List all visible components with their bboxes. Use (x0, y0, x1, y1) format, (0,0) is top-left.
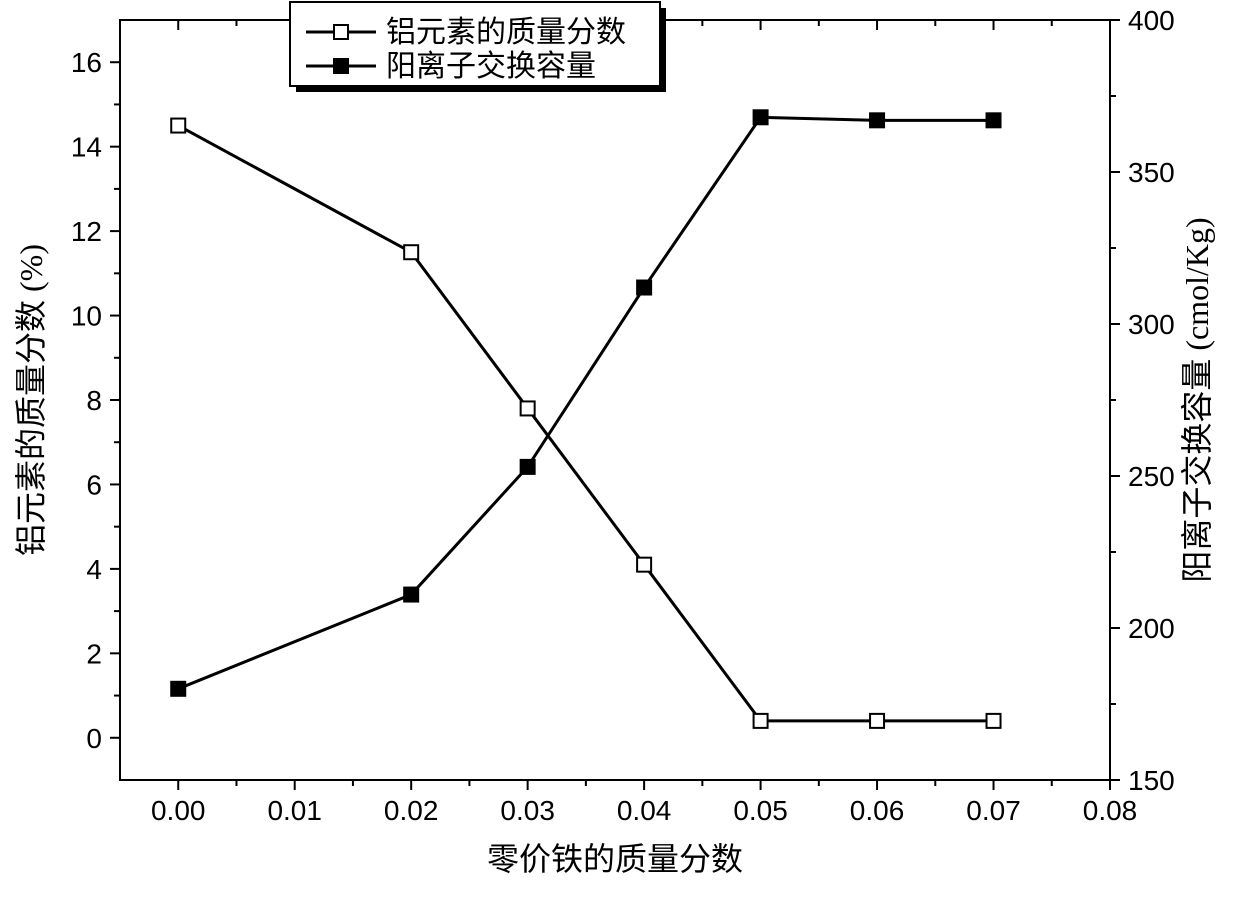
svg-text:零价铁的质量分数: 零价铁的质量分数 (487, 841, 743, 877)
svg-text:8: 8 (86, 385, 102, 416)
svg-text:4: 4 (86, 554, 102, 585)
svg-text:0.05: 0.05 (733, 795, 788, 826)
svg-text:铝元素的质量分数 (%): 铝元素的质量分数 (%) (13, 244, 49, 556)
svg-text:0.02: 0.02 (384, 795, 439, 826)
svg-text:200: 200 (1128, 613, 1175, 644)
chart-svg: 0.00 0.01 0.02 0.03 0.04 0.05 0.06 0.07 0.08 0 2 4 6… (0, 0, 1240, 906)
svg-text:铝元素的质量分数: 铝元素的质量分数 (386, 16, 626, 49)
svg-text:阳离子交换容量: 阳离子交换容量 (386, 50, 596, 83)
svg-text:250: 250 (1128, 461, 1175, 492)
svg-text:300: 300 (1128, 309, 1175, 340)
svg-text:0.07: 0.07 (966, 795, 1021, 826)
svg-text:12: 12 (71, 216, 102, 247)
svg-text:0.01: 0.01 (267, 795, 322, 826)
svg-text:0.04: 0.04 (617, 795, 672, 826)
svg-text:350: 350 (1128, 157, 1175, 188)
svg-text:0.00: 0.00 (151, 795, 206, 826)
svg-text:14: 14 (71, 132, 102, 163)
svg-text:0.08: 0.08 (1083, 795, 1138, 826)
svg-text:400: 400 (1128, 5, 1175, 36)
svg-text:0.06: 0.06 (850, 795, 905, 826)
chart-container: 0.00 0.01 0.02 0.03 0.04 0.05 0.06 0.07 0.08 0 2 4 6… (0, 0, 1240, 906)
svg-text:6: 6 (86, 469, 102, 500)
svg-text:16: 16 (71, 47, 102, 78)
svg-text:2: 2 (86, 638, 102, 669)
svg-text:0: 0 (86, 723, 102, 754)
svg-text:0.03: 0.03 (500, 795, 555, 826)
svg-text:阳离子交换容量 (cmol/Kg): 阳离子交换容量 (cmol/Kg) (1179, 217, 1215, 582)
svg-text:10: 10 (71, 301, 102, 332)
svg-text:150: 150 (1128, 765, 1175, 796)
